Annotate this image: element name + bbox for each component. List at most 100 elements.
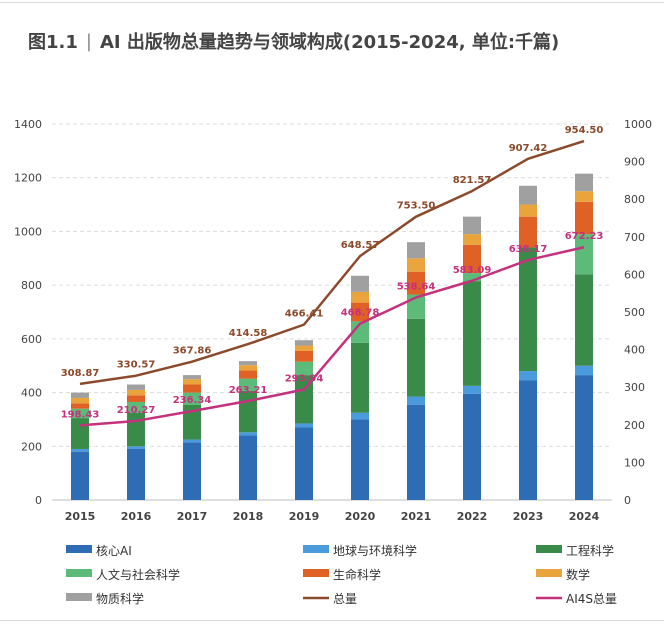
bar-segment: [463, 385, 481, 394]
x-tick-label: 2020: [345, 510, 376, 523]
bar-segment: [575, 191, 593, 202]
bar-segment: [519, 380, 537, 500]
legend-swatch: [303, 569, 329, 577]
legend-swatch: [303, 545, 329, 553]
data-label: 638.17: [509, 244, 548, 255]
data-label: 648.57: [341, 240, 380, 251]
bar-segment: [71, 392, 89, 398]
legend-swatch: [536, 545, 562, 553]
bar-segment: [407, 242, 425, 259]
y-left-tick-label: 800: [21, 279, 42, 292]
y-right-tick-label: 400: [624, 344, 645, 357]
bar-segment: [239, 361, 257, 366]
bar-segment: [127, 448, 145, 500]
bar-segment: [183, 404, 201, 440]
bar-segment: [183, 379, 201, 385]
data-label: 330.57: [117, 360, 156, 371]
legend-label: 地球与环境科学: [333, 543, 417, 558]
bar-segment: [351, 291, 369, 303]
bar-segment: [351, 321, 369, 343]
bar-segment: [295, 345, 313, 351]
legend-label: AI4S总量: [566, 592, 617, 606]
bar-segment: [575, 274, 593, 366]
bar-segment: [295, 375, 313, 424]
bar-segment: [407, 318, 425, 397]
x-tick-label: 2021: [401, 510, 432, 523]
bar-segment: [407, 404, 425, 500]
y-left-tick-label: 1000: [14, 225, 42, 238]
title-separator: |: [85, 30, 92, 52]
legend-label: 核心AI: [96, 544, 132, 558]
y-left-tick-label: 600: [21, 333, 42, 346]
y-right-tick-label: 300: [624, 381, 645, 394]
bar-segment: [463, 393, 481, 500]
y-left-tick-label: 1200: [14, 172, 42, 185]
bar-segment: [127, 412, 145, 447]
legend-label: 生命科学: [333, 567, 381, 582]
bar-segment: [519, 185, 537, 205]
legend-label: 物质科学: [96, 591, 144, 606]
bar-segment: [239, 390, 257, 433]
bar-segment: [239, 435, 257, 500]
y-right-tick-label: 700: [624, 231, 645, 244]
data-label: 821.57: [453, 175, 492, 186]
bar-segment: [71, 451, 89, 500]
bar-segment: [71, 418, 89, 449]
data-label: 468.78: [341, 308, 380, 319]
bar-segment: [351, 302, 369, 322]
bar-segment: [295, 427, 313, 500]
bar-segment: [575, 173, 593, 192]
bar-segment: [127, 401, 145, 413]
y-right-tick-label: 800: [624, 193, 645, 206]
y-right-tick-label: 200: [624, 419, 645, 432]
bar-segment: [351, 419, 369, 500]
legend-swatch: [536, 569, 562, 577]
data-label: 263.21: [229, 385, 268, 396]
data-label: 236.34: [173, 395, 212, 406]
bar-segment: [127, 446, 145, 449]
bar-segment: [295, 350, 313, 362]
data-label: 198.43: [61, 409, 100, 420]
legend-swatch: [66, 545, 92, 553]
legend-swatch: [66, 593, 92, 601]
legend-label: 数学: [566, 567, 590, 582]
top-rule: [0, 2, 664, 3]
series-line: [79, 246, 585, 427]
bar-segment: [463, 216, 481, 235]
data-label: 466.41: [285, 309, 324, 320]
bar-segment: [295, 423, 313, 428]
bar-segment: [239, 378, 257, 391]
x-tick-label: 2019: [289, 510, 320, 523]
data-label: 308.87: [61, 368, 100, 379]
bar-segment: [295, 340, 313, 346]
bar-segment: [519, 216, 537, 248]
data-label: 583.09: [453, 265, 492, 276]
x-tick-label: 2023: [513, 510, 544, 523]
y-right-tick-label: 1000: [624, 118, 652, 131]
y-left-tick-label: 200: [21, 440, 42, 453]
bar-segment: [295, 361, 313, 376]
bar-segment: [183, 439, 201, 443]
bar-segment: [71, 397, 89, 404]
x-tick-label: 2017: [177, 510, 208, 523]
legend-label: 人文与社会科学: [96, 567, 180, 582]
bar-segment: [575, 365, 593, 376]
bar-segment: [183, 442, 201, 500]
series-line: [79, 139, 585, 386]
y-left-tick-label: 400: [21, 387, 42, 400]
data-label: 414.58: [229, 328, 268, 339]
figure-number: 图1.1: [28, 32, 78, 53]
y-right-tick-label: 100: [624, 456, 645, 469]
y-right-tick-label: 500: [624, 306, 645, 319]
data-label: 907.42: [509, 143, 548, 154]
bar-segment: [407, 271, 425, 295]
bar-segment: [127, 395, 145, 402]
figure-title-text: AI 出版物总量趋势与领域构成(2015-2024, 单位:千篇): [99, 32, 560, 53]
y-left-tick-label: 1400: [14, 118, 42, 131]
x-tick-label: 2016: [121, 510, 152, 523]
bar-segment: [351, 342, 369, 413]
bar-segment: [463, 244, 481, 274]
bottom-rule: [0, 620, 664, 621]
bar-segment: [407, 396, 425, 405]
